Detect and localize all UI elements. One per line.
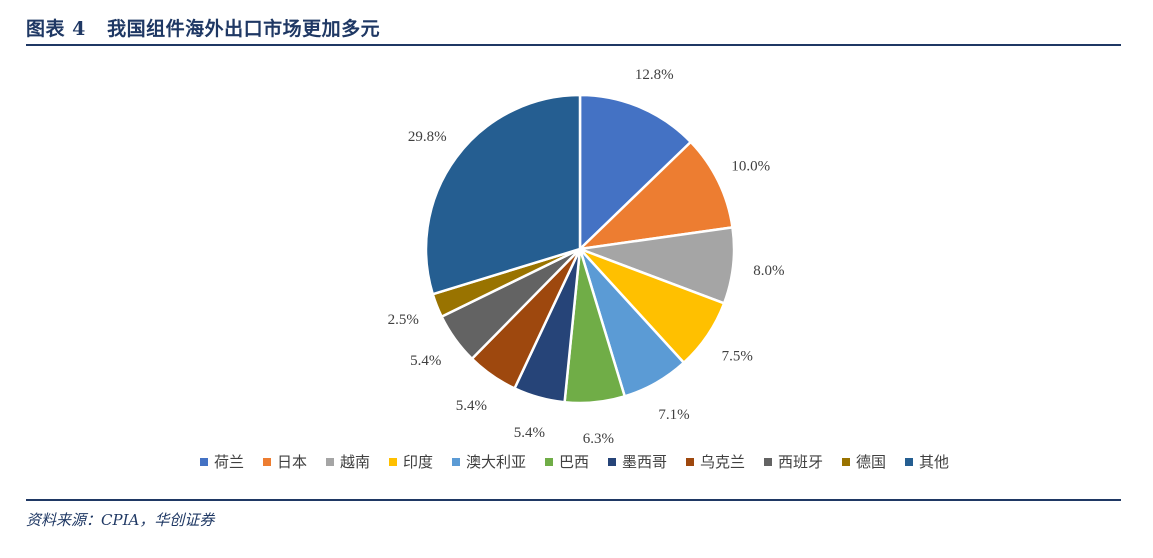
legend-label-10: 德国 — [856, 453, 886, 471]
legend-label-8: 乌克兰 — [700, 453, 745, 471]
pie-data-label-9: 5.4% — [410, 353, 441, 369]
legend-swatch-4 — [389, 458, 397, 466]
figure-title: 图表 4 我国组件海外出口市场更加多元 — [26, 18, 381, 40]
legend-label-11: 其他 — [919, 453, 949, 471]
legend-item-1: 荷兰 — [200, 453, 244, 471]
legend-label-1: 荷兰 — [214, 453, 244, 471]
pie-chart: 12.8% 10.0% 8.0% 7.5% 7.1% 6.3% 5.4% 5.4% 5.4% 2.… — [200, 67, 949, 471]
legend-label-9: 西班牙 — [778, 453, 823, 471]
pie-data-label-4: 7.5% — [722, 349, 753, 365]
legend-swatch-10 — [842, 458, 850, 466]
legend-label-7: 墨西哥 — [622, 453, 667, 471]
source-note: 资料来源：CPIA，华创证券 — [26, 511, 215, 529]
legend-item-5: 澳大利亚 — [452, 453, 526, 471]
pie-data-label-6: 6.3% — [583, 431, 614, 447]
figure-footer: 资料来源：CPIA，华创证券 — [26, 499, 1121, 529]
legend-item-10: 德国 — [842, 453, 886, 471]
legend-swatch-2 — [263, 458, 271, 466]
legend-swatch-7 — [608, 458, 616, 466]
pie-chart-area: 12.8% 10.0% 8.0% 7.5% 7.1% 6.3% 5.4% 5.4% 5.4% 2.… — [0, 46, 1153, 496]
legend-swatch-8 — [686, 458, 694, 466]
pie-data-label-5: 7.1% — [658, 407, 689, 423]
legend-item-7: 墨西哥 — [608, 453, 667, 471]
figure-header: 图表 4 我国组件海外出口市场更加多元 — [26, 12, 1121, 46]
legend-swatch-5 — [452, 458, 460, 466]
legend-swatch-11 — [905, 458, 913, 466]
pie-data-label-10: 2.5% — [388, 312, 419, 328]
pie-data-label-11: 29.8% — [408, 129, 447, 145]
pie-data-label-2: 10.0% — [731, 159, 770, 175]
legend-label-5: 澳大利亚 — [466, 453, 526, 471]
pie-data-label-3: 8.0% — [753, 263, 784, 279]
pie-data-label-8: 5.4% — [456, 398, 487, 414]
pie-data-label-1: 12.8% — [635, 67, 674, 83]
legend-item-11: 其他 — [905, 453, 949, 471]
legend-label-3: 越南 — [340, 453, 370, 471]
legend-swatch-1 — [200, 458, 208, 466]
legend-swatch-9 — [764, 458, 772, 466]
legend-item-9: 西班牙 — [764, 453, 823, 471]
legend-item-2: 日本 — [263, 453, 307, 471]
pie-slice-2 — [578, 140, 734, 251]
legend-label-4: 印度 — [403, 453, 433, 471]
legend-item-4: 印度 — [389, 453, 433, 471]
legend-swatch-6 — [545, 458, 553, 466]
legend-item-8: 乌克兰 — [686, 453, 745, 471]
pie-slice-1 — [578, 93, 693, 251]
legend-swatch-3 — [326, 458, 334, 466]
legend-label-6: 巴西 — [559, 453, 589, 471]
pie-data-label-7: 5.4% — [514, 425, 545, 441]
legend-item-6: 巴西 — [545, 453, 589, 471]
legend-item-3: 越南 — [326, 453, 370, 471]
pie-slice-11 — [424, 93, 582, 296]
legend-label-2: 日本 — [277, 453, 307, 471]
